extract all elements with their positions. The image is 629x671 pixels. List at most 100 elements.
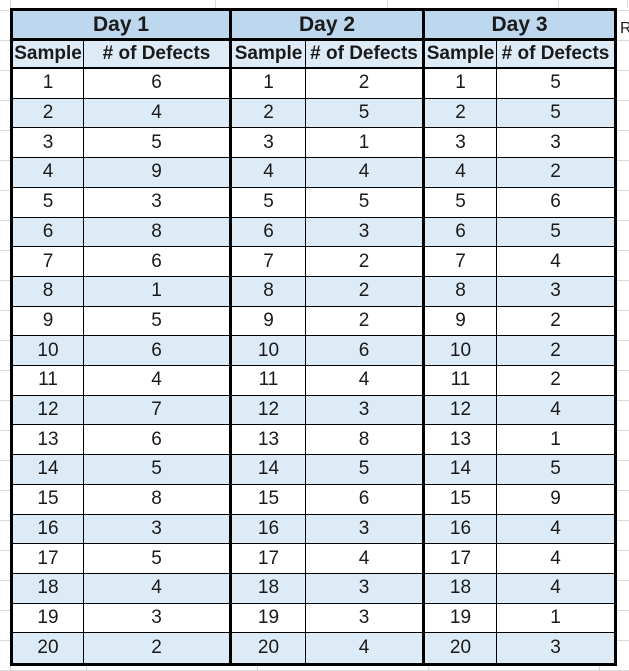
day2-sample-cell[interactable]: 17 xyxy=(232,544,306,574)
day3-defects-cell[interactable]: 1 xyxy=(497,603,614,634)
day2-sample-cell[interactable]: 9 xyxy=(232,306,306,337)
day1-sample-header[interactable]: Sample xyxy=(13,41,84,69)
day3-sample-cell[interactable]: 3 xyxy=(425,128,497,159)
day3-sample-cell[interactable]: 6 xyxy=(425,217,497,248)
day2-defects-cell[interactable]: 1 xyxy=(306,128,425,159)
day1-sample-cell[interactable]: 5 xyxy=(13,187,84,218)
day2-sample-cell[interactable]: 5 xyxy=(232,187,306,218)
day2-sample-cell[interactable]: 1 xyxy=(232,69,306,99)
day2-defects-cell[interactable]: 4 xyxy=(306,633,425,663)
day3-sample-cell[interactable]: 1 xyxy=(425,69,497,99)
day3-sample-cell[interactable]: 16 xyxy=(425,514,497,545)
day1-sample-cell[interactable]: 12 xyxy=(13,395,84,426)
day2-defects-cell[interactable]: 3 xyxy=(306,603,425,634)
day1-defects-cell[interactable]: 7 xyxy=(84,395,232,426)
day2-defects-cell[interactable]: 2 xyxy=(306,247,425,277)
day1-defects-cell[interactable]: 4 xyxy=(84,98,232,129)
day1-sample-cell[interactable]: 17 xyxy=(13,544,84,574)
day2-sample-cell[interactable]: 19 xyxy=(232,603,306,634)
day1-defects-cell[interactable]: 5 xyxy=(84,544,232,574)
day1-defects-cell[interactable]: 8 xyxy=(84,217,232,248)
day1-defects-cell[interactable]: 6 xyxy=(84,336,232,366)
day1-sample-cell[interactable]: 1 xyxy=(13,69,84,99)
day2-defects-cell[interactable]: 2 xyxy=(306,306,425,337)
day1-sample-cell[interactable]: 14 xyxy=(13,455,84,485)
day3-sample-cell[interactable]: 18 xyxy=(425,573,497,604)
day3-sample-cell[interactable]: 11 xyxy=(425,366,497,396)
day2-defects-cell[interactable]: 3 xyxy=(306,217,425,248)
day2-defects-cell[interactable]: 3 xyxy=(306,573,425,604)
day2-sample-header[interactable]: Sample xyxy=(232,41,306,69)
day1-sample-cell[interactable]: 2 xyxy=(13,98,84,129)
day2-defects-cell[interactable]: 4 xyxy=(306,158,425,188)
day3-defects-cell[interactable]: 3 xyxy=(497,633,614,663)
day3-defects-cell[interactable]: 6 xyxy=(497,187,614,218)
day2-defects-cell[interactable]: 8 xyxy=(306,425,425,456)
day3-sample-cell[interactable]: 10 xyxy=(425,336,497,366)
day2-defects-cell[interactable]: 6 xyxy=(306,336,425,366)
day1-sample-cell[interactable]: 6 xyxy=(13,217,84,248)
day1-sample-cell[interactable]: 20 xyxy=(13,633,84,663)
day3-sample-cell[interactable]: 8 xyxy=(425,276,497,307)
day2-sample-cell[interactable]: 2 xyxy=(232,98,306,129)
day3-defects-cell[interactable]: 5 xyxy=(497,69,614,99)
day2-defects-cell[interactable]: 5 xyxy=(306,98,425,129)
day2-header-cell[interactable]: Day 2 xyxy=(232,11,425,41)
day1-defects-cell[interactable]: 5 xyxy=(84,306,232,337)
day2-sample-cell[interactable]: 8 xyxy=(232,276,306,307)
day1-sample-cell[interactable]: 7 xyxy=(13,247,84,277)
day1-defects-cell[interactable]: 1 xyxy=(84,276,232,307)
day3-defects-cell[interactable]: 3 xyxy=(497,128,614,159)
day3-defects-cell[interactable]: 9 xyxy=(497,484,614,515)
day2-sample-cell[interactable]: 4 xyxy=(232,158,306,188)
day2-sample-cell[interactable]: 7 xyxy=(232,247,306,277)
day2-defects-cell[interactable]: 4 xyxy=(306,544,425,574)
day3-defects-cell[interactable]: 4 xyxy=(497,247,614,277)
day3-sample-cell[interactable]: 20 xyxy=(425,633,497,663)
day2-sample-cell[interactable]: 14 xyxy=(232,455,306,485)
day3-defects-cell[interactable]: 2 xyxy=(497,336,614,366)
day2-sample-cell[interactable]: 6 xyxy=(232,217,306,248)
day1-sample-cell[interactable]: 9 xyxy=(13,306,84,337)
day3-sample-cell[interactable]: 12 xyxy=(425,395,497,426)
day2-sample-cell[interactable]: 11 xyxy=(232,366,306,396)
day1-sample-cell[interactable]: 15 xyxy=(13,484,84,515)
day2-defects-cell[interactable]: 4 xyxy=(306,366,425,396)
day1-sample-cell[interactable]: 10 xyxy=(13,336,84,366)
adjacent-cell-text[interactable]: R xyxy=(620,20,629,37)
day1-defects-cell[interactable]: 6 xyxy=(84,425,232,456)
day2-sample-cell[interactable]: 12 xyxy=(232,395,306,426)
day3-sample-cell[interactable]: 19 xyxy=(425,603,497,634)
day1-defects-cell[interactable]: 2 xyxy=(84,633,232,663)
day3-defects-cell[interactable]: 4 xyxy=(497,544,614,574)
day1-defects-header[interactable]: # of Defects xyxy=(84,41,232,69)
day3-sample-cell[interactable]: 7 xyxy=(425,247,497,277)
day2-defects-cell[interactable]: 3 xyxy=(306,514,425,545)
day1-header-cell[interactable]: Day 1 xyxy=(13,11,232,41)
day2-defects-cell[interactable]: 5 xyxy=(306,187,425,218)
day1-defects-cell[interactable]: 3 xyxy=(84,187,232,218)
day3-defects-cell[interactable]: 2 xyxy=(497,306,614,337)
day3-defects-cell[interactable]: 3 xyxy=(497,276,614,307)
day3-defects-cell[interactable]: 4 xyxy=(497,514,614,545)
day2-defects-cell[interactable]: 2 xyxy=(306,276,425,307)
day3-defects-cell[interactable]: 2 xyxy=(497,366,614,396)
day1-sample-cell[interactable]: 3 xyxy=(13,128,84,159)
day1-sample-cell[interactable]: 19 xyxy=(13,603,84,634)
day1-sample-cell[interactable]: 11 xyxy=(13,366,84,396)
day2-sample-cell[interactable]: 10 xyxy=(232,336,306,366)
day1-defects-cell[interactable]: 4 xyxy=(84,573,232,604)
day1-sample-cell[interactable]: 4 xyxy=(13,158,84,188)
day3-defects-cell[interactable]: 5 xyxy=(497,217,614,248)
day1-defects-cell[interactable]: 3 xyxy=(84,514,232,545)
day2-defects-cell[interactable]: 2 xyxy=(306,69,425,99)
day2-sample-cell[interactable]: 18 xyxy=(232,573,306,604)
day1-defects-cell[interactable]: 9 xyxy=(84,158,232,188)
day1-defects-cell[interactable]: 4 xyxy=(84,366,232,396)
day2-defects-header[interactable]: # of Defects xyxy=(306,41,425,69)
day3-sample-cell[interactable]: 5 xyxy=(425,187,497,218)
day3-defects-cell[interactable]: 1 xyxy=(497,425,614,456)
day1-defects-cell[interactable]: 8 xyxy=(84,484,232,515)
day3-defects-cell[interactable]: 2 xyxy=(497,158,614,188)
day2-defects-cell[interactable]: 3 xyxy=(306,395,425,426)
